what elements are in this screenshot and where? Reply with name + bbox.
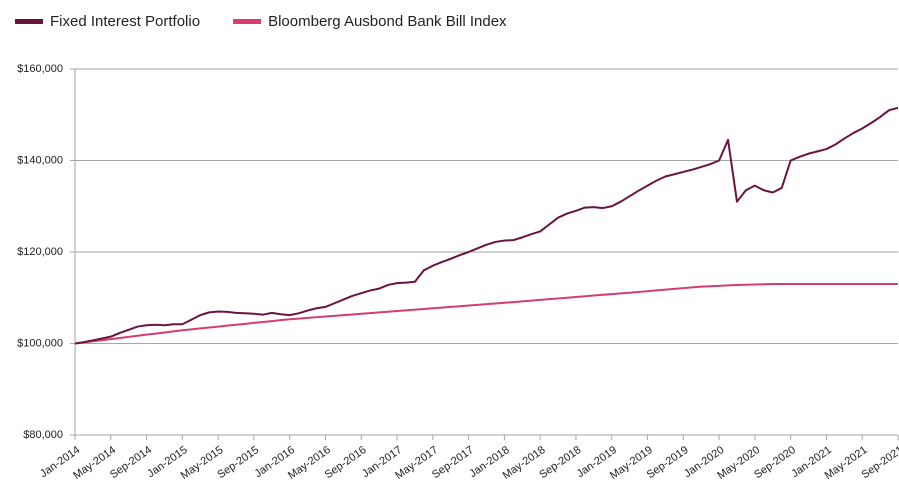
legend-swatch <box>15 19 43 24</box>
y-tick-label: $160,000 <box>17 63 63 75</box>
legend-swatch <box>233 19 262 24</box>
y-tick-label: $140,000 <box>17 154 63 166</box>
legend-label: Fixed Interest Portfolio <box>50 13 200 30</box>
y-tick-label: $120,000 <box>17 246 63 258</box>
legend-label: Bloomberg Ausbond Bank Bill Index <box>268 13 507 30</box>
y-tick-label: $100,000 <box>17 337 63 349</box>
y-tick-label: $80,000 <box>23 429 63 441</box>
series-line <box>74 283 898 345</box>
series-line <box>74 106 899 345</box>
